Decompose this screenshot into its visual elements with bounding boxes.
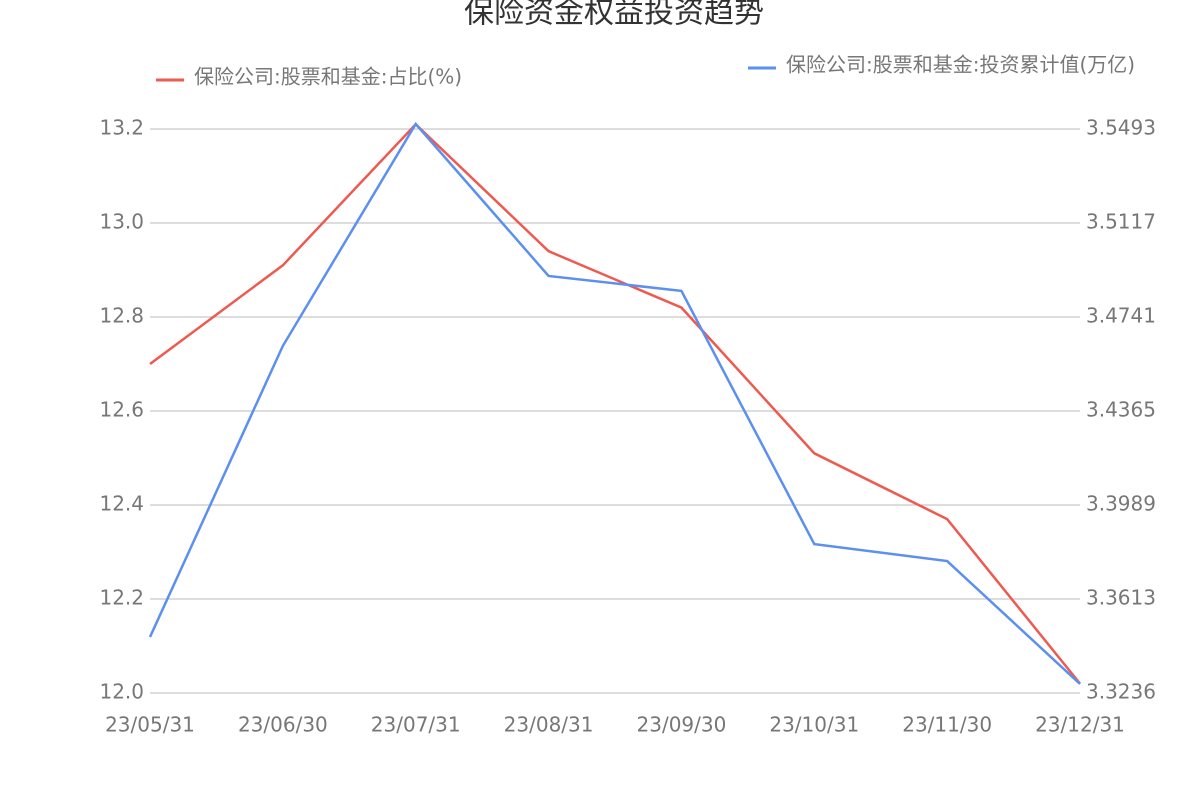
legend-label: 保险公司:股票和基金:占比(%) xyxy=(194,65,462,89)
y-tick-label: 12.2 xyxy=(99,586,144,610)
line-series xyxy=(149,122,1081,685)
y2-tick-label: 3.5493 xyxy=(1086,116,1156,140)
y2-tick-label: 3.5117 xyxy=(1086,209,1156,233)
x-tick-label: 23/10/31 xyxy=(769,713,859,737)
y2-tick-label: 3.3613 xyxy=(1086,585,1156,609)
x-tick-label: 23/05/31 xyxy=(105,713,195,737)
x-tick-label: 23/07/31 xyxy=(371,713,461,737)
x-tick-label: 23/06/30 xyxy=(238,713,328,737)
x-tick-label: 23/08/31 xyxy=(504,713,594,737)
y2-tick-label: 3.3989 xyxy=(1086,491,1156,515)
y-tick-label: 12.6 xyxy=(99,398,144,422)
y-tick-label: 12.0 xyxy=(99,680,144,704)
y-tick-label: 13.0 xyxy=(99,210,144,234)
line-series xyxy=(148,121,1081,685)
x-tick-label: 23/09/30 xyxy=(637,713,727,737)
x-tick-label: 23/12/31 xyxy=(1035,713,1125,737)
chart-title: 保险资金权益投资趋势 xyxy=(464,0,764,31)
y2-tick-label: 3.4365 xyxy=(1086,397,1156,421)
y2-tick-label: 3.3236 xyxy=(1086,680,1156,704)
y-tick-label: 12.4 xyxy=(99,492,144,516)
y-tick-label: 13.2 xyxy=(99,116,144,140)
y2-tick-label: 3.4741 xyxy=(1086,303,1156,327)
legend-label: 保险公司:股票和基金:投资累计值(万亿) xyxy=(786,53,1135,77)
y-tick-label: 12.8 xyxy=(99,304,144,328)
x-tick-label: 23/11/30 xyxy=(902,713,992,737)
